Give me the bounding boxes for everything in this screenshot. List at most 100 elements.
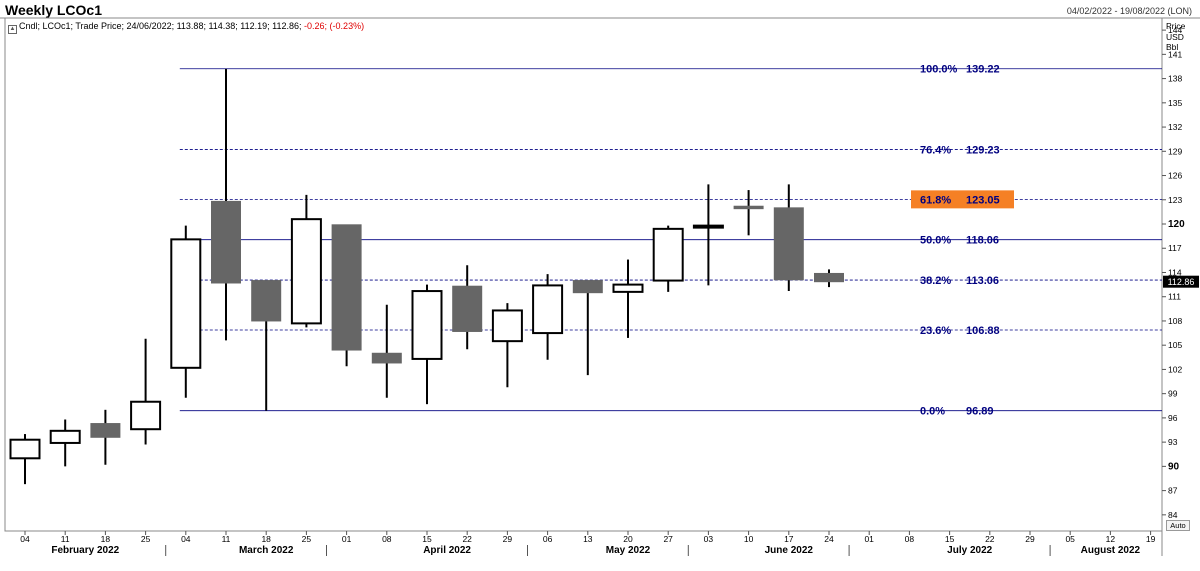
fib-percent-label: 61.8% <box>920 194 951 206</box>
axis-unit-price: Price <box>1166 21 1186 31</box>
candle-body <box>251 280 282 322</box>
x-tick-label: 11 <box>222 534 231 544</box>
x-tick-label: 25 <box>302 534 312 544</box>
x-tick-label: 13 <box>583 534 593 544</box>
y-tick-label: 120 <box>1168 219 1185 230</box>
month-label: May 2022 <box>606 545 651 556</box>
fib-percent-label: 50.0% <box>920 235 951 247</box>
x-tick-label: 01 <box>342 534 352 544</box>
auto-scale-button[interactable]: Auto <box>1166 520 1190 531</box>
y-tick-label: 135 <box>1168 98 1182 108</box>
candle-body <box>814 272 844 283</box>
x-tick-label: 18 <box>101 534 111 544</box>
x-tick-label: 10 <box>744 534 754 544</box>
x-tick-label: 04 <box>181 534 191 544</box>
y-tick-label: 141 <box>1168 49 1182 59</box>
fib-value-label: 118.06 <box>966 235 999 247</box>
candle-body <box>9 438 41 460</box>
x-tick-label: 24 <box>824 534 834 544</box>
y-tick-label: 96 <box>1168 413 1178 423</box>
x-tick-label: 04 <box>20 534 30 544</box>
fib-value-label: 96.89 <box>966 406 994 418</box>
y-tick-label: 144 <box>1168 25 1182 35</box>
fib-value-label: 123.05 <box>966 194 1000 206</box>
candle-body <box>130 400 162 431</box>
candle-body <box>652 227 684 282</box>
y-tick-label: 84 <box>1168 510 1178 520</box>
x-tick-label: 08 <box>905 534 915 544</box>
chart-title: Weekly LCOc1 <box>5 2 103 18</box>
candle-body <box>692 224 724 229</box>
y-tick-label: 114 <box>1168 267 1182 277</box>
month-label: July 2022 <box>947 545 992 556</box>
candle-body <box>491 309 523 343</box>
candle-body <box>290 218 322 325</box>
legend-values: Cndl; LCOc1; Trade Price; 24/06/2022; 11… <box>19 21 302 31</box>
fib-value-label: 139.22 <box>966 64 1000 76</box>
x-tick-label: 11 <box>61 534 70 544</box>
candle-body <box>452 285 483 332</box>
y-tick-label: 126 <box>1168 171 1182 181</box>
y-tick-label: 138 <box>1168 74 1182 84</box>
fib-value-label: 113.06 <box>966 275 999 287</box>
fib-percent-label: 76.4% <box>920 144 951 156</box>
x-tick-label: 22 <box>462 534 472 544</box>
y-tick-label: 108 <box>1168 316 1182 326</box>
y-tick-label: 129 <box>1168 146 1182 156</box>
x-tick-label: 15 <box>422 534 432 544</box>
x-tick-label: 18 <box>261 534 271 544</box>
y-tick-label: 90 <box>1168 461 1180 472</box>
y-tick-label: 99 <box>1168 389 1178 399</box>
y-tick-label: 102 <box>1168 364 1182 374</box>
candle-body <box>371 352 402 364</box>
x-tick-label: 05 <box>1065 534 1075 544</box>
axis-units: Price USD Bbl <box>1166 21 1185 53</box>
fib-percent-label: 100.0% <box>920 64 958 76</box>
x-tick-label: 29 <box>503 534 513 544</box>
x-tick-label: 22 <box>985 534 995 544</box>
candle-body <box>331 224 362 351</box>
fib-percent-label: 0.0% <box>920 406 945 418</box>
y-tick-label: 132 <box>1168 122 1182 132</box>
legend-change: -0.26; (-0.23%) <box>304 21 365 31</box>
candle-body <box>572 280 603 294</box>
candle-body <box>612 283 644 293</box>
axis-unit-volume: Bbl <box>1166 42 1179 52</box>
date-range: 04/02/2022 - 19/08/2022 (LON) <box>1066 6 1192 16</box>
fib-value-label: 106.88 <box>966 325 1000 337</box>
month-label: March 2022 <box>239 545 294 556</box>
y-tick-label: 87 <box>1168 486 1178 496</box>
y-tick-label: 93 <box>1168 437 1178 447</box>
month-label: February 2022 <box>51 545 119 556</box>
x-tick-label: 06 <box>543 534 553 544</box>
y-tick-label: 105 <box>1168 340 1182 350</box>
x-tick-label: 12 <box>1106 534 1116 544</box>
axis-unit-currency: USD <box>1166 31 1184 42</box>
series-legend[interactable]: ▲ Cndl; LCOc1; Trade Price; 24/06/2022; 1… <box>8 21 364 34</box>
candle-body <box>90 423 121 438</box>
fib-highlight-box <box>911 190 1014 209</box>
last-price-label: 112.86 <box>1168 277 1195 287</box>
candle-body <box>773 207 804 281</box>
fib-percent-label: 38.2% <box>920 275 951 287</box>
fib-value-label: 129.23 <box>966 144 1000 156</box>
x-tick-label: 27 <box>663 534 673 544</box>
x-tick-label: 03 <box>704 534 714 544</box>
fib-percent-label: 23.6% <box>920 325 951 337</box>
candle-body <box>733 205 764 210</box>
candle-body <box>532 284 564 335</box>
candle-body <box>411 290 443 360</box>
month-label: August 2022 <box>1081 545 1141 556</box>
x-tick-label: 29 <box>1025 534 1035 544</box>
x-tick-label: 08 <box>382 534 392 544</box>
month-label: April 2022 <box>423 545 471 556</box>
x-tick-label: 20 <box>623 534 633 544</box>
y-tick-label: 123 <box>1168 195 1182 205</box>
month-label: June 2022 <box>765 545 814 556</box>
candle-body <box>170 238 202 369</box>
x-tick-label: 01 <box>864 534 874 544</box>
y-tick-label: 117 <box>1168 243 1182 253</box>
x-tick-label: 25 <box>141 534 151 544</box>
